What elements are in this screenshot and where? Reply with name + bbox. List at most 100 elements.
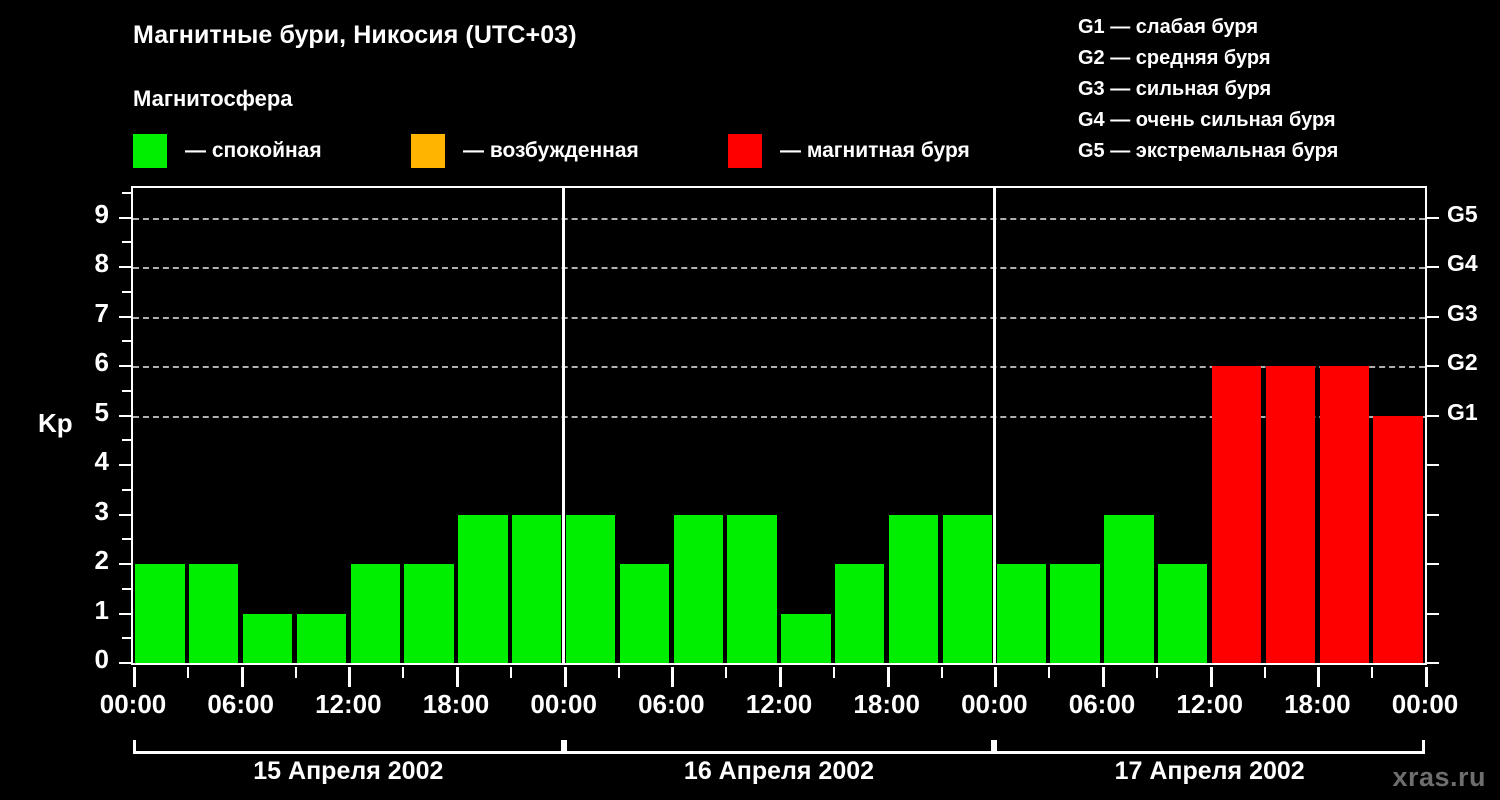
day-label-2: 16 Апреля 2002	[683, 757, 875, 785]
x-tick-minor	[832, 667, 835, 678]
bar	[888, 514, 939, 663]
bar	[781, 613, 831, 663]
gridline-kp-9	[133, 217, 1425, 220]
day-label-1: 15 Апреля 2002	[253, 757, 444, 785]
x-axis-label-7: 18:00	[853, 689, 920, 719]
x-tick-minor	[509, 667, 512, 678]
x-axis-label-12: 00:00	[1391, 689, 1459, 719]
x-axis-label-5: 06:00	[638, 689, 705, 719]
day-bracket-3	[994, 740, 1425, 754]
bar	[727, 514, 777, 663]
y-axis-title: Kp	[38, 408, 73, 438]
y-tick-right	[1427, 563, 1439, 566]
y-tick-minor	[122, 241, 131, 244]
x-tick-12	[1425, 667, 1428, 687]
x-tick-7	[886, 667, 890, 687]
x-tick-2	[348, 667, 352, 687]
y-axis-label-9: 9	[94, 198, 109, 229]
y-axis-label-5: 5	[94, 396, 109, 427]
x-tick-5	[671, 667, 675, 687]
x-tick-0	[133, 667, 136, 687]
y-tick-minor	[122, 389, 131, 392]
legend-swatch-calm-icon	[133, 134, 167, 168]
bar	[242, 613, 293, 663]
y-tick-right	[1427, 464, 1439, 467]
bar	[350, 564, 400, 663]
bar	[458, 514, 508, 663]
legend-swatch-storm-icon	[728, 134, 762, 168]
x-tick-minor	[1263, 667, 1266, 678]
g-scale-line-1: G1 — слабая буря	[1078, 16, 1259, 38]
day-separator	[562, 188, 566, 663]
x-axis-label-0: 00:00	[99, 689, 167, 719]
x-tick-minor	[294, 667, 297, 678]
bar	[1158, 564, 1208, 663]
bar	[942, 514, 993, 663]
x-tick-minor	[940, 667, 943, 678]
bar	[296, 613, 347, 663]
legend-swatch-excited-icon	[411, 134, 445, 168]
x-axis-label-9: 06:00	[1068, 689, 1136, 719]
x-tick-minor	[1155, 667, 1158, 678]
y-tick-minor	[122, 538, 131, 541]
plot-area	[131, 186, 1427, 665]
y-tick-right	[1427, 365, 1439, 368]
y-axis-label-0: 0	[94, 644, 109, 674]
x-axis-label-6: 12:00	[745, 689, 813, 719]
bar	[1373, 415, 1423, 663]
magnetosphere-label: Магнитосфера	[133, 86, 293, 111]
bar	[1104, 514, 1154, 663]
g-scale-legend: G1 — слабая буря G2 — средняя буря G3 — си…	[1078, 12, 1338, 167]
y-axis-label-3: 3	[94, 495, 109, 526]
y-tick-right	[1427, 266, 1439, 269]
watermark: xras.ru	[1392, 762, 1486, 792]
legend-item-excited: — возбужденная	[411, 133, 639, 169]
legend-label-excited: — возбужденная	[463, 139, 639, 162]
y-tick-right	[1427, 315, 1439, 318]
x-tick-9	[1102, 667, 1105, 687]
legend-item-storm: — магнитная буря	[728, 133, 970, 169]
y-axis-label-1: 1	[94, 594, 109, 625]
y-tick-4	[119, 464, 131, 467]
y-axis-label-4: 4	[94, 446, 109, 477]
gridline-kp-6	[133, 366, 1425, 369]
x-axis-label-11: 18:00	[1284, 689, 1351, 719]
y-tick-minor	[122, 340, 131, 343]
y-tick-minor	[122, 290, 131, 293]
y-axis-label-6: 6	[94, 347, 109, 378]
bar	[565, 514, 616, 663]
y-tick-2	[119, 563, 131, 566]
day-bracket-2	[563, 740, 995, 754]
x-tick-8	[994, 667, 998, 687]
x-axis-label-10: 12:00	[1176, 689, 1243, 719]
x-axis-label-1: 06:00	[207, 689, 274, 719]
y-tick-6	[119, 365, 131, 368]
legend-label-calm: — спокойная	[185, 139, 322, 162]
y-tick-0	[119, 662, 131, 664]
x-axis-label-3: 18:00	[422, 689, 490, 719]
legend-label-storm: — магнитная буря	[780, 139, 970, 162]
x-tick-1	[240, 667, 244, 687]
y-tick-5	[119, 414, 131, 417]
page-title: Магнитные бури, Никосия (UTC+03)	[133, 21, 577, 49]
x-tick-minor	[1371, 667, 1374, 678]
day-separator	[992, 188, 996, 663]
x-tick-3	[456, 667, 459, 687]
g-scale-line-4: G4 — очень сильная буря	[1078, 109, 1336, 131]
y-axis-label-2: 2	[94, 545, 109, 576]
bar	[619, 564, 670, 663]
x-tick-minor	[1048, 667, 1051, 678]
bar	[1319, 366, 1369, 663]
y-tick-right	[1427, 612, 1439, 615]
y-axis-label-8: 8	[94, 248, 109, 279]
y-axis-right-label-G1: G1	[1447, 398, 1478, 425]
x-tick-minor	[402, 667, 405, 678]
y-axis-right-label-G2: G2	[1447, 349, 1478, 376]
bar	[404, 564, 454, 663]
y-tick-minor	[122, 439, 131, 442]
y-tick-minor	[122, 587, 131, 590]
g-scale-line-2: G2 — средняя буря	[1078, 47, 1271, 69]
bar	[996, 564, 1046, 663]
y-tick-right	[1427, 414, 1439, 417]
